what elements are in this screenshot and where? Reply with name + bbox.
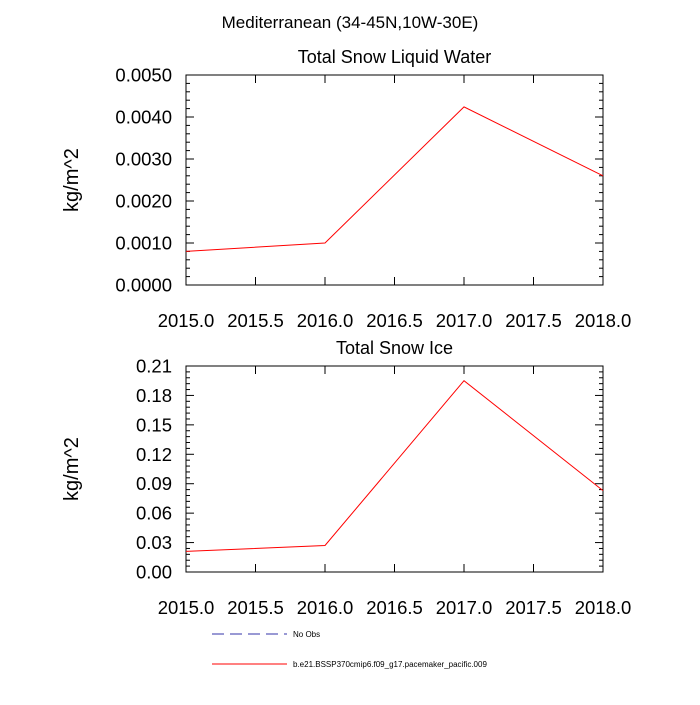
x-tick-label: 2018.0 [575, 310, 632, 331]
x-tick-label: 2016.0 [297, 310, 354, 331]
y-tick-label: 0.06 [136, 503, 172, 524]
x-tick-label: 2015.0 [158, 310, 215, 331]
tick-marks [185, 365, 604, 573]
tick-marks [185, 74, 604, 286]
y-tick-label: 0.12 [136, 444, 172, 465]
x-tick-label: 2015.5 [227, 597, 284, 618]
y-tick-label: 0.09 [136, 473, 172, 494]
x-tick-label: 2017.0 [436, 310, 493, 331]
x-tick-label: 2017.0 [436, 597, 493, 618]
series-line [185, 380, 604, 552]
y-axis-label: kg/m^2 [61, 148, 83, 212]
series-group [185, 106, 604, 252]
x-tick-label: 2015.0 [158, 597, 215, 618]
figure-supertitle: Mediterranean (34-45N,10W-30E) [222, 13, 479, 32]
y-tick-labels: 0.0000 0.0010 0.0020 0.0030 0.0040 0.0050 [115, 65, 172, 296]
y-axis-label: kg/m^2 [61, 437, 83, 501]
x-tick-labels: 2015.0 2015.5 2016.0 2016.5 2017.0 2017.5 2018… [158, 597, 632, 618]
x-tick-labels: 2015.0 2015.5 2016.0 2016.5 2017.0 2017.5 2018… [158, 310, 632, 331]
x-tick-label: 2018.0 [575, 597, 632, 618]
x-tick-label: 2016.0 [297, 597, 354, 618]
plot-frame [185, 365, 604, 573]
y-tick-label: 0.0020 [115, 191, 172, 212]
legend: No Obs b.e21.BSSP370cmip6.f09_g17.pacema… [212, 630, 487, 669]
y-tick-label: 0.03 [136, 532, 172, 553]
legend-label-model: b.e21.BSSP370cmip6.f09_g17.pacemaker_pac… [293, 660, 487, 669]
x-tick-label: 2016.5 [366, 310, 423, 331]
panel-total-snow-ice: Total Snow Ice kg/m^2 0.000.030.060.090.… [61, 338, 631, 618]
panel-title: Total Snow Ice [336, 338, 453, 358]
minor-ticks [186, 371, 603, 567]
y-tick-label: 0.00 [136, 562, 172, 583]
panel-title: Total Snow Liquid Water [298, 47, 491, 67]
panel-total-snow-liquid-water: Total Snow Liquid Water kg/m^2 0.00000.0… [61, 47, 631, 331]
y-tick-label: 0.18 [136, 385, 172, 406]
y-tick-label: 0.15 [136, 414, 172, 435]
y-tick-label: 0.0040 [115, 107, 172, 128]
plot-frame [185, 74, 604, 286]
series-line [185, 106, 604, 252]
legend-label-no-obs: No Obs [293, 630, 320, 639]
y-tick-label: 0.0000 [115, 275, 172, 296]
y-tick-label: 0.0010 [115, 233, 172, 254]
series-group [185, 380, 604, 552]
x-tick-label: 2017.5 [505, 310, 562, 331]
y-tick-labels: 0.00 0.03 0.06 0.09 0.12 0.15 0.18 0.21 [136, 356, 172, 583]
y-tick-label: 0.0050 [115, 65, 172, 86]
minor-ticks [186, 82, 603, 278]
y-tick-label: 0.21 [136, 356, 172, 377]
y-tick-label: 0.0030 [115, 149, 172, 170]
x-tick-label: 2015.5 [227, 310, 284, 331]
x-tick-label: 2016.5 [366, 597, 423, 618]
x-tick-label: 2017.5 [505, 597, 562, 618]
